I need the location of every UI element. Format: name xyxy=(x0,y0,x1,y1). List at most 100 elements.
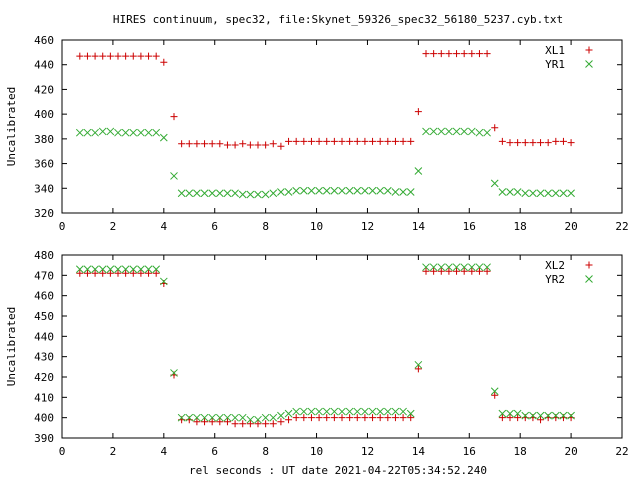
chart-title: HIRES continuum, spec32, file:Skynet_593… xyxy=(113,13,563,26)
data-point-YR2 xyxy=(193,413,201,422)
data-point-YR2 xyxy=(376,407,385,416)
data-point-XL2 xyxy=(445,267,453,275)
x-tick-label: 4 xyxy=(161,220,168,233)
data-point-YR2 xyxy=(177,413,186,422)
data-point-XL2 xyxy=(391,414,399,422)
data-point-YR1 xyxy=(483,128,491,137)
data-point-XL1 xyxy=(122,52,130,60)
data-point-XL1 xyxy=(91,52,99,60)
data-point-YR1 xyxy=(376,186,385,195)
series-XL1 xyxy=(76,50,575,150)
data-point-YR2 xyxy=(238,413,247,422)
data-point-XL1 xyxy=(514,139,522,147)
data-point-XL1 xyxy=(445,50,453,58)
y-tick-label: 360 xyxy=(34,158,54,171)
data-point-YR2 xyxy=(129,265,138,274)
data-point-XL1 xyxy=(216,140,224,148)
data-point-XL1 xyxy=(307,137,315,145)
panel-bottom: 0 2 4 6 8 10 12 14 16 18 20 22 390 400 410 420 430 440 450… xyxy=(5,249,629,458)
data-point-YR2 xyxy=(185,413,194,422)
data-point-XL2 xyxy=(145,269,153,277)
data-point-YR1 xyxy=(137,128,145,137)
y-tick-label: 480 xyxy=(34,249,54,262)
data-point-YR1 xyxy=(299,186,308,195)
data-point-YR2 xyxy=(114,265,122,274)
data-point-XL1 xyxy=(384,137,392,145)
data-point-XL1 xyxy=(338,137,346,145)
data-point-XL2 xyxy=(514,414,522,422)
data-point-XL2 xyxy=(430,267,438,275)
data-point-YR2 xyxy=(75,265,84,274)
data-point-XL1 xyxy=(330,137,338,145)
data-point-YR1 xyxy=(490,179,499,188)
data-point-XL1 xyxy=(437,50,445,58)
data-point-XL1 xyxy=(391,137,399,145)
data-point-YR2 xyxy=(106,265,115,274)
data-point-YR1 xyxy=(399,188,407,196)
y-tick-label: 400 xyxy=(34,412,54,425)
data-point-YR2 xyxy=(460,263,469,272)
data-point-YR2 xyxy=(345,407,354,416)
data-point-XL2 xyxy=(506,414,514,422)
data-point-YR1 xyxy=(177,189,186,198)
data-point-YR2 xyxy=(406,409,415,418)
data-point-XL1 xyxy=(453,50,461,58)
data-point-XL1 xyxy=(567,139,575,147)
data-point-XL1 xyxy=(99,52,107,60)
data-point-YR2 xyxy=(544,411,553,420)
data-point-XL2 xyxy=(437,267,445,275)
data-point-YR2 xyxy=(144,265,153,274)
data-point-YR1 xyxy=(521,189,530,198)
data-point-YR2 xyxy=(513,409,522,418)
y-tick-label: 420 xyxy=(34,371,54,384)
data-point-YR1 xyxy=(215,189,224,198)
data-point-YR1 xyxy=(185,189,194,198)
data-point-YR1 xyxy=(422,127,430,136)
data-point-XL1 xyxy=(559,137,567,145)
data-point-XL1 xyxy=(246,141,254,149)
data-point-YR1 xyxy=(193,189,201,198)
data-point-YR1 xyxy=(567,189,575,198)
data-point-XL2 xyxy=(91,269,99,277)
data-point-XL2 xyxy=(468,267,476,275)
series-YR1 xyxy=(75,127,575,199)
x-axis-label: rel seconds : UT date 2021-04-22T05:34:5… xyxy=(189,464,487,477)
data-point-XL2 xyxy=(208,418,216,426)
data-point-YR1 xyxy=(98,127,107,136)
data-point-YR2 xyxy=(445,263,453,272)
y-tick-label: 410 xyxy=(34,391,54,404)
series-YR2 xyxy=(75,263,575,424)
data-point-YR2 xyxy=(137,265,145,274)
data-point-YR1 xyxy=(406,188,415,196)
y-tick-label: 430 xyxy=(34,351,54,364)
data-point-YR1 xyxy=(437,127,446,136)
data-point-XL1 xyxy=(160,58,168,66)
data-point-XL2 xyxy=(285,416,293,424)
data-point-YR1 xyxy=(513,188,522,196)
data-point-YR1 xyxy=(83,128,92,137)
data-point-YR2 xyxy=(422,263,430,272)
data-point-YR2 xyxy=(391,407,400,416)
data-point-YR1 xyxy=(383,186,392,195)
data-point-YR1 xyxy=(129,128,138,137)
data-point-YR2 xyxy=(299,407,308,416)
data-point-YR2 xyxy=(98,265,107,274)
data-point-XL2 xyxy=(269,420,277,428)
data-point-YR2 xyxy=(536,411,545,420)
x-tick-label: 18 xyxy=(514,220,527,233)
x-tick-label: 12 xyxy=(361,220,374,233)
data-point-YR1 xyxy=(200,189,209,198)
data-point-XL2 xyxy=(399,414,407,422)
data-point-XL2 xyxy=(231,420,239,428)
data-point-XL2 xyxy=(277,418,285,426)
data-point-YR1 xyxy=(559,189,568,198)
data-point-XL1 xyxy=(376,137,384,145)
data-point-XL1 xyxy=(537,139,545,147)
data-point-YR1 xyxy=(238,190,247,199)
data-point-YR1 xyxy=(506,188,514,196)
data-point-XL2 xyxy=(99,269,107,277)
data-point-XL1 xyxy=(83,52,91,60)
legend-label-YR2: YR2 xyxy=(545,273,565,286)
data-point-XL2 xyxy=(422,267,430,275)
data-point-YR1 xyxy=(91,128,99,137)
